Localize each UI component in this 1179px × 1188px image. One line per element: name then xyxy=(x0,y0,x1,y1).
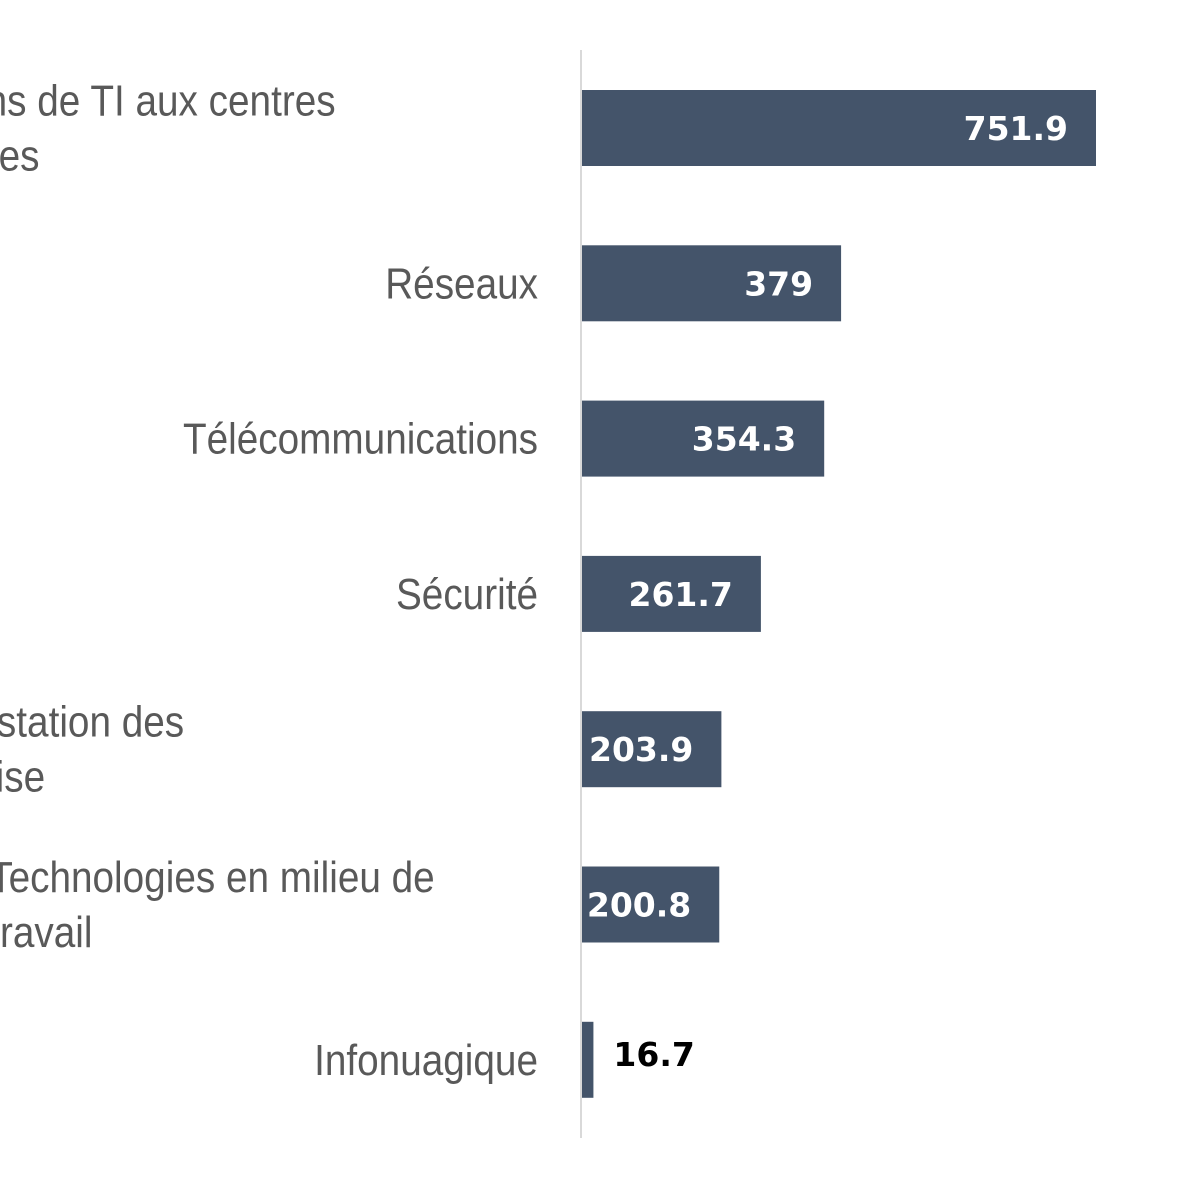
value-label: 200.8 xyxy=(587,886,691,925)
category-label: Sécurité xyxy=(396,569,538,619)
category-label: Technologies en milieu detravail xyxy=(0,852,435,957)
category-label-line: Technologies en milieu de xyxy=(0,852,435,902)
category-label-line: services d'entreprise xyxy=(0,751,45,801)
category-label: Réseaux xyxy=(385,258,538,308)
bar xyxy=(582,711,722,788)
category-label: Infonuagique xyxy=(314,1034,538,1084)
value-label: 261.7 xyxy=(629,575,733,614)
bars xyxy=(582,90,1096,1098)
category-label-line: de données xyxy=(0,130,39,180)
category-label-line: Opérations de TI aux centres xyxy=(0,75,336,125)
bar xyxy=(582,90,1096,166)
category-labels: Opérations de TI aux centres de données Ré… xyxy=(0,75,538,1084)
value-label: 751.9 xyxy=(964,109,1068,148)
category-label-line: Conception et prestation des xyxy=(0,696,184,746)
bar xyxy=(582,866,720,943)
bar xyxy=(582,245,842,322)
bar xyxy=(582,1021,594,1098)
category-label: Conception et prestation des services d'e… xyxy=(0,696,184,801)
category-label: Télécommunications xyxy=(183,413,538,463)
category-label: Opérations de TI aux centres de données xyxy=(0,75,336,180)
value-label: 354.3 xyxy=(692,420,796,459)
value-label: 203.9 xyxy=(589,730,693,769)
category-label-line: travail xyxy=(0,907,92,957)
bar xyxy=(582,555,761,632)
value-label: 379 xyxy=(744,264,813,303)
value-labels: 751.9 379 354.3 261.7 203.9 200.8 16.7 xyxy=(587,109,1068,1074)
value-label: 16.7 xyxy=(613,1035,694,1074)
bar xyxy=(582,400,825,477)
